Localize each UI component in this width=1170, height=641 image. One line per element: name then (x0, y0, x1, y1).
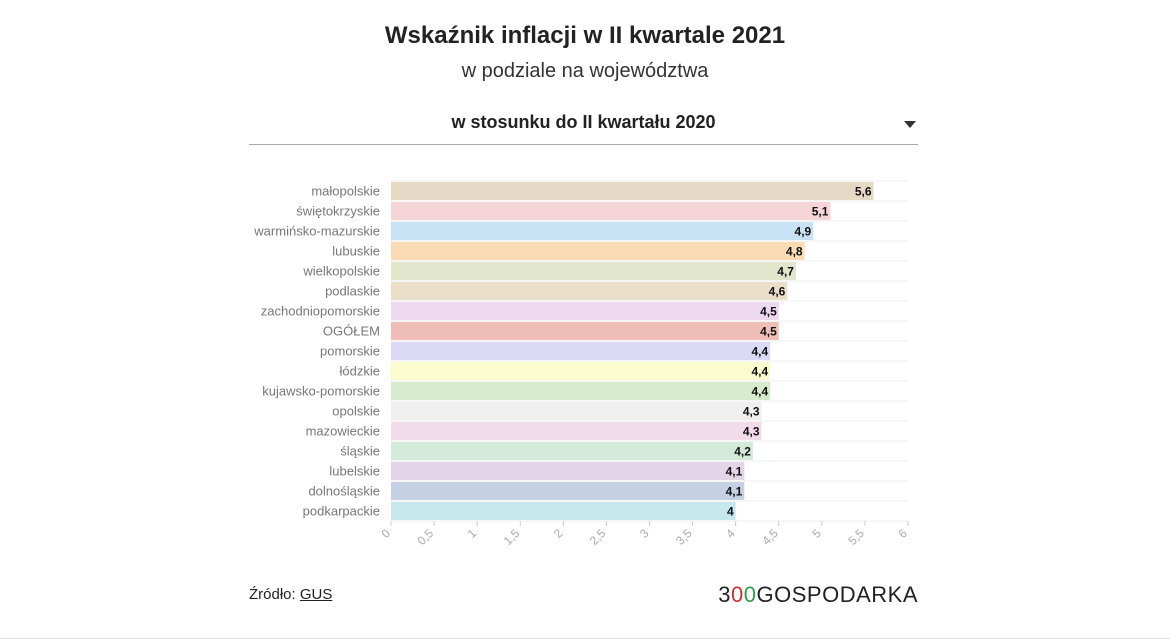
value-label: 4 (727, 505, 734, 519)
category-label: mazowieckie (306, 424, 380, 439)
category-label: świętokrzyskie (296, 204, 380, 219)
value-label: 4,4 (751, 385, 768, 399)
x-tick-label: 3,5 (673, 526, 695, 548)
value-label: 4,6 (769, 285, 786, 299)
category-label: OGÓŁEM (323, 324, 380, 339)
value-label: 4,5 (760, 325, 777, 339)
bar (391, 182, 874, 200)
x-tick-label: 0,5 (415, 526, 437, 548)
x-tick-label: 1,5 (501, 526, 523, 548)
bar (391, 222, 814, 240)
bar (391, 342, 771, 360)
logo-part-1: 3 (718, 582, 732, 607)
value-label: 4,9 (795, 225, 812, 239)
comparison-period-dropdown[interactable]: w stosunku do II kwartału 2020 (249, 104, 918, 145)
x-tick-label: 6 (895, 526, 910, 541)
category-label: podkarpackie (303, 504, 380, 519)
bar (391, 282, 788, 300)
value-label: 4,5 (760, 305, 777, 319)
bar (391, 482, 745, 500)
category-label: śląskie (340, 444, 380, 459)
chevron-down-icon[interactable] (904, 121, 916, 128)
category-label: łódzkie (340, 364, 380, 379)
value-label: 4,2 (734, 445, 751, 459)
category-label: pomorskie (320, 344, 380, 359)
bar (391, 382, 771, 400)
value-label: 4,4 (751, 345, 768, 359)
value-label: 4,3 (743, 425, 760, 439)
value-label: 4,1 (726, 485, 743, 499)
chart-title: Wskaźnik inflacji w II kwartale 2021 (384, 22, 786, 49)
category-label: lubelskie (329, 464, 380, 479)
bar (391, 302, 779, 320)
bar (391, 322, 779, 340)
bar (391, 402, 762, 420)
value-label: 4,1 (726, 465, 743, 479)
category-label: warmińsko-mazurskie (253, 224, 380, 239)
value-label: 5,1 (812, 205, 829, 219)
chart-subtitle: w podziale na województwa (461, 60, 709, 82)
value-label: 4,7 (777, 265, 794, 279)
x-tick-label: 2,5 (587, 526, 609, 548)
x-tick-label: 1 (465, 526, 480, 541)
bar (391, 202, 831, 220)
category-label: kujawsko-pomorskie (262, 384, 380, 399)
x-tick-label: 4,5 (759, 526, 781, 548)
logo-part-4: GOSPODARKA (756, 582, 918, 607)
bar (391, 502, 736, 520)
bar (391, 242, 805, 260)
value-label: 4,3 (743, 405, 760, 419)
category-label: podlaskie (325, 284, 380, 299)
x-tick-label: 4 (723, 526, 738, 541)
category-label: lubuskie (332, 244, 380, 259)
source-note: Źródło: GUS (249, 586, 332, 603)
x-tick-label: 0 (378, 526, 393, 541)
bar (391, 462, 745, 480)
source-prefix: Źródło: (249, 586, 296, 603)
category-label: zachodniopomorskie (261, 304, 380, 319)
source-link[interactable]: GUS (299, 586, 333, 603)
bar (391, 422, 762, 440)
value-label: 4,8 (786, 245, 803, 259)
value-label: 4,4 (751, 365, 768, 379)
category-label: małopolskie (311, 184, 380, 199)
category-label: dolnośląskie (308, 484, 380, 499)
bottom-divider (0, 638, 1170, 639)
x-tick-label: 5,5 (845, 526, 867, 548)
brand-logo: 300GOSPODARKA (718, 582, 918, 608)
value-label: 5,6 (855, 185, 872, 199)
dropdown-selected-value: w stosunku do II kwartału 2020 (451, 112, 716, 132)
bar (391, 262, 796, 280)
category-label: opolskie (332, 404, 380, 419)
x-tick-label: 3 (637, 526, 652, 541)
x-tick-label: 2 (551, 526, 566, 541)
category-label: wielkopolskie (302, 264, 380, 279)
x-tick-label: 5 (809, 526, 824, 541)
bar (391, 362, 771, 380)
logo-part-2: 0 (731, 582, 744, 607)
logo-part-3: 0 (743, 582, 757, 607)
bar (391, 442, 753, 460)
